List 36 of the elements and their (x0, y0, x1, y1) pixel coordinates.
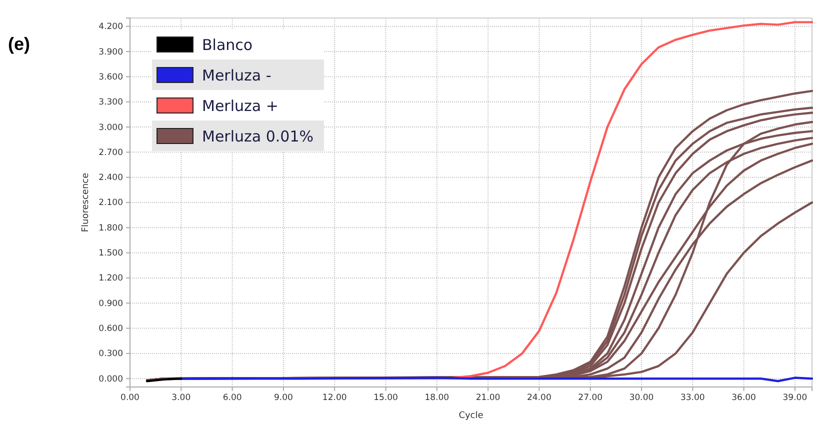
x-tick-label: 3.00 (172, 393, 191, 404)
x-tick-label: 33.00 (680, 393, 705, 404)
y-tick-label: 0.600 (98, 324, 123, 334)
y-tick-label: 3.900 (98, 47, 123, 58)
y-tick-label: 3.600 (98, 72, 123, 82)
y-tick-label: 4.200 (98, 22, 123, 32)
x-tick-label: 6.00 (222, 393, 242, 404)
y-tick-label: 0.900 (98, 298, 123, 309)
x-tick-label: 9.00 (274, 393, 293, 404)
y-tick-label: 0.000 (98, 374, 123, 384)
y-tick-label: 2.700 (98, 148, 123, 158)
x-tick-label: 18.00 (424, 393, 450, 404)
x-tick-label: 12.00 (322, 393, 347, 404)
x-tick-label: 15.00 (374, 393, 398, 404)
y-tick-label: 0.300 (98, 349, 123, 360)
y-tick-label: 3.000 (98, 122, 123, 133)
x-tick-label: 36.00 (732, 393, 756, 404)
x-tick-label: 30.00 (629, 393, 654, 404)
legend-label: Merluza + (202, 97, 278, 115)
x-tick-label: 24.00 (527, 393, 552, 404)
y-axis-title: Fluorescence (81, 172, 91, 232)
y-tick-label: 1.500 (98, 248, 123, 259)
legend-label: Merluza 0.01% (202, 128, 314, 146)
y-tick-label: 3.300 (98, 98, 123, 108)
text: (e) (8, 34, 30, 54)
legend-label: Merluza - (202, 66, 272, 84)
y-tick-label: 2.100 (98, 198, 123, 208)
x-tick-label: 21.00 (476, 393, 500, 404)
x-axis-title: Cycle (458, 411, 484, 421)
x-tick-label: 27.00 (578, 393, 603, 404)
x-tick-label: 0.00 (120, 393, 140, 404)
y-tick-label: 1.200 (98, 274, 123, 284)
legend-label: Blanco (202, 36, 253, 54)
y-tick-label: 1.800 (98, 223, 123, 234)
y-tick-label: 2.400 (98, 173, 123, 184)
x-tick-label: 39.00 (782, 393, 808, 404)
